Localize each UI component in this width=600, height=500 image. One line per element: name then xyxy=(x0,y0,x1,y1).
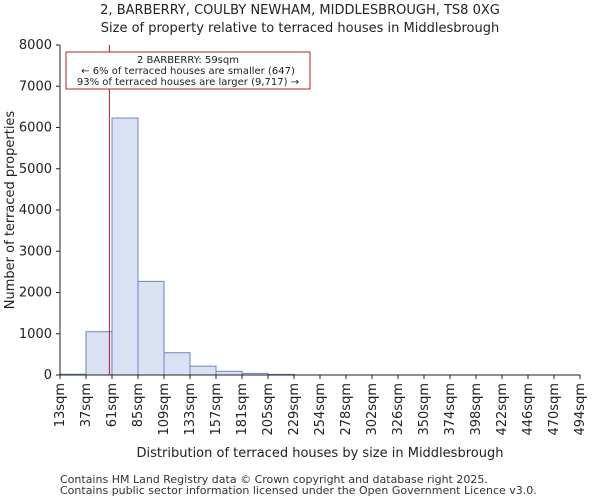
x-tick-label: 85sqm xyxy=(131,383,146,427)
x-tick-label: 278sqm xyxy=(339,383,354,436)
y-tick-label: 6000 xyxy=(19,121,52,136)
bar xyxy=(215,370,243,376)
x-tick-label: 302sqm xyxy=(365,383,380,436)
bar xyxy=(85,331,113,376)
annotation-line-1: 2 BARBERRY: 59sqm xyxy=(137,55,239,66)
x-tick-label: 398sqm xyxy=(469,383,484,436)
x-axis-title: Distribution of terraced houses by size … xyxy=(137,446,504,461)
y-tick-label: 4000 xyxy=(19,203,52,218)
footer-line-2: Contains public sector information licen… xyxy=(60,484,537,497)
bar xyxy=(163,352,191,376)
x-tick-label: 470sqm xyxy=(547,383,562,436)
y-axis-title: Number of terraced properties xyxy=(3,111,18,310)
x-tick-label: 181sqm xyxy=(235,383,250,436)
x-tick-label: 37sqm xyxy=(79,383,94,427)
labels-group: 0 1000 2000 3000 4000 5000 6000 7000 8000 13sqm 37… xyxy=(3,38,588,461)
footer-line-1: Contains HM Land Registry data © Crown c… xyxy=(60,473,488,486)
y-tick-label: 8000 xyxy=(19,38,52,53)
bars-group xyxy=(59,117,295,376)
x-tick-label: 13sqm xyxy=(53,383,68,427)
x-tick-label: 446sqm xyxy=(521,383,536,436)
y-tick-label: 1000 xyxy=(19,327,52,342)
y-tick-label: 2000 xyxy=(19,286,52,301)
x-tick-label: 374sqm xyxy=(443,383,458,436)
y-tick-label: 7000 xyxy=(19,79,52,94)
x-tick-label: 254sqm xyxy=(313,383,328,436)
annotation-line-3: 93% of terraced houses are larger (9,717… xyxy=(77,77,299,88)
y-tick-label: 5000 xyxy=(19,162,52,177)
axes-group xyxy=(56,44,581,379)
chart-title: 2, BARBERRY, COULBY NEWHAM, MIDDLESBROUG… xyxy=(100,3,500,18)
annotation-line-2: ← 6% of terraced houses are smaller (647… xyxy=(81,66,295,77)
annotation-box xyxy=(65,51,311,90)
annotation-group: 2 BARBERRY: 59sqm← 6% of terraced houses… xyxy=(65,45,311,375)
x-tick-label: 61sqm xyxy=(105,383,120,427)
x-tick-label: 326sqm xyxy=(391,383,406,436)
y-tick-label: 3000 xyxy=(19,244,52,259)
x-tick-label: 133sqm xyxy=(183,383,198,436)
chart-subtitle: Size of property relative to terraced ho… xyxy=(100,21,500,36)
x-tick-label: 229sqm xyxy=(287,383,302,436)
bar xyxy=(137,280,165,376)
x-tick-label: 205sqm xyxy=(261,383,276,436)
x-tick-label: 422sqm xyxy=(495,383,510,436)
x-tick-label: 109sqm xyxy=(157,383,172,436)
x-tick-label: 494sqm xyxy=(573,383,588,436)
y-tick-label: 0 xyxy=(44,368,52,383)
x-tick-label: 157sqm xyxy=(209,383,224,436)
bar xyxy=(189,365,217,376)
bar xyxy=(111,117,139,376)
x-tick-label: 350sqm xyxy=(417,383,432,436)
